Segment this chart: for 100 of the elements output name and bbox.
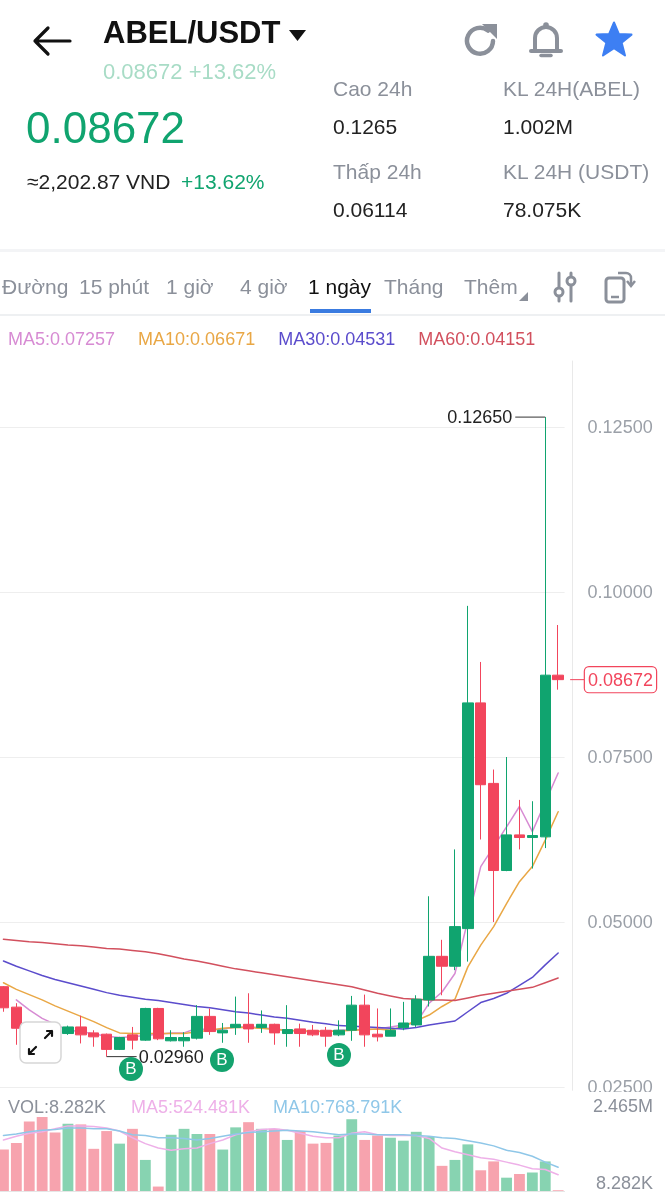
text: ≈2,202.87 VND <box>27 170 171 193</box>
bar <box>127 1128 138 1191</box>
text: 0.1265 <box>333 115 398 138</box>
candlestick <box>101 1033 112 1058</box>
text: Cao 24h <box>333 77 413 100</box>
bar <box>217 1149 229 1191</box>
bar <box>372 1135 383 1191</box>
text: KL 24H(ABEL) <box>503 77 640 100</box>
candlestick <box>269 1023 280 1046</box>
line-series <box>2 938 559 1002</box>
bar <box>475 1170 487 1191</box>
bar <box>88 1148 100 1191</box>
y-tick-label: 0.12500 <box>587 417 653 437</box>
annotation: B <box>210 1048 234 1072</box>
bar <box>114 1143 125 1191</box>
series-label: MA10:768.791K <box>273 1097 403 1117</box>
candlestick <box>0 985 9 1013</box>
bar <box>423 1136 435 1191</box>
candlestick <box>501 756 512 872</box>
bar <box>449 1159 461 1191</box>
bar <box>10 1142 22 1191</box>
candlestick <box>114 1036 125 1051</box>
text: 1 giờ <box>166 275 214 298</box>
text: 0.08672 +13.62% <box>103 59 277 84</box>
bar <box>101 1131 113 1191</box>
text: MA5:0.07257 <box>8 329 116 349</box>
bar <box>152 1186 164 1191</box>
annotation: B <box>327 1043 351 1067</box>
candlestick <box>436 939 448 996</box>
chart-title: ABEL/USDT <box>103 15 281 50</box>
y-tick-label: 0.07500 <box>587 747 653 767</box>
text: +13.62% <box>181 170 265 193</box>
candlestick <box>282 1004 293 1048</box>
candlestick <box>475 661 486 840</box>
text: 0.06114 <box>333 198 408 221</box>
bar <box>256 1128 267 1191</box>
text: MA30:0.04531 <box>278 329 396 349</box>
candlestick <box>385 1007 396 1037</box>
bar <box>359 1139 371 1191</box>
bar <box>501 1177 512 1191</box>
text: 2.465M <box>592 1096 653 1116</box>
annotation: 0.12650 <box>447 407 513 428</box>
candlestick <box>230 996 241 1036</box>
text: Đường <box>2 275 69 298</box>
candlestick <box>11 1002 22 1046</box>
candlestick <box>204 1007 216 1036</box>
bar <box>397 1140 409 1191</box>
bar <box>139 1159 151 1191</box>
series-label: MA5:524.481K <box>131 1097 251 1117</box>
candlestick <box>488 769 499 923</box>
bar <box>165 1134 177 1191</box>
text: KL 24H (USDT) <box>503 160 650 183</box>
candlestick <box>127 1026 138 1050</box>
text: 1 ngày <box>308 275 372 298</box>
bar <box>268 1128 280 1191</box>
candlestick <box>372 1007 383 1042</box>
bar <box>49 1132 61 1191</box>
candlestick <box>398 1001 409 1031</box>
text: 0.08672 <box>587 669 653 690</box>
bar <box>320 1142 332 1191</box>
bar <box>75 1124 87 1191</box>
bar <box>526 1172 538 1191</box>
bar <box>204 1134 216 1191</box>
y-tick-label: 0.10000 <box>587 582 653 602</box>
text: 0.08672 <box>26 103 186 152</box>
candlestick <box>540 416 551 849</box>
text: MA60:0.04151 <box>418 329 536 349</box>
text: 15 phút <box>79 275 150 298</box>
annotation: VOL:8.282K <box>8 1097 107 1117</box>
bar <box>410 1131 422 1191</box>
bar <box>333 1135 345 1191</box>
text: 4 giờ <box>240 275 288 298</box>
bar <box>281 1139 293 1191</box>
text: MA10:0.06671 <box>138 329 256 349</box>
y-tick-label: 0.05000 <box>587 912 653 932</box>
candlestick <box>153 1007 164 1041</box>
bar <box>514 1173 525 1191</box>
bar <box>539 1161 551 1191</box>
bar <box>307 1143 319 1191</box>
line-series <box>2 952 559 1030</box>
candlestick <box>62 1025 74 1036</box>
bar <box>488 1161 500 1191</box>
candlestick <box>552 624 564 691</box>
text: 78.075K <box>503 198 582 221</box>
annotation: B <box>125 1059 137 1078</box>
bar <box>243 1122 254 1191</box>
bar <box>436 1165 448 1191</box>
text: Thấp 24h <box>333 160 422 183</box>
candlestick <box>243 992 254 1044</box>
candlestick <box>527 800 538 870</box>
bar <box>36 1117 48 1191</box>
annotation: 0.02960 <box>138 1046 204 1067</box>
bar <box>294 1131 306 1191</box>
candlestick <box>514 799 525 850</box>
text: Thêm <box>464 275 518 298</box>
text: Tháng <box>384 275 444 298</box>
bar <box>385 1137 396 1191</box>
candlestick <box>140 1007 151 1042</box>
candlestick <box>359 994 370 1048</box>
candlestick <box>256 1009 267 1034</box>
